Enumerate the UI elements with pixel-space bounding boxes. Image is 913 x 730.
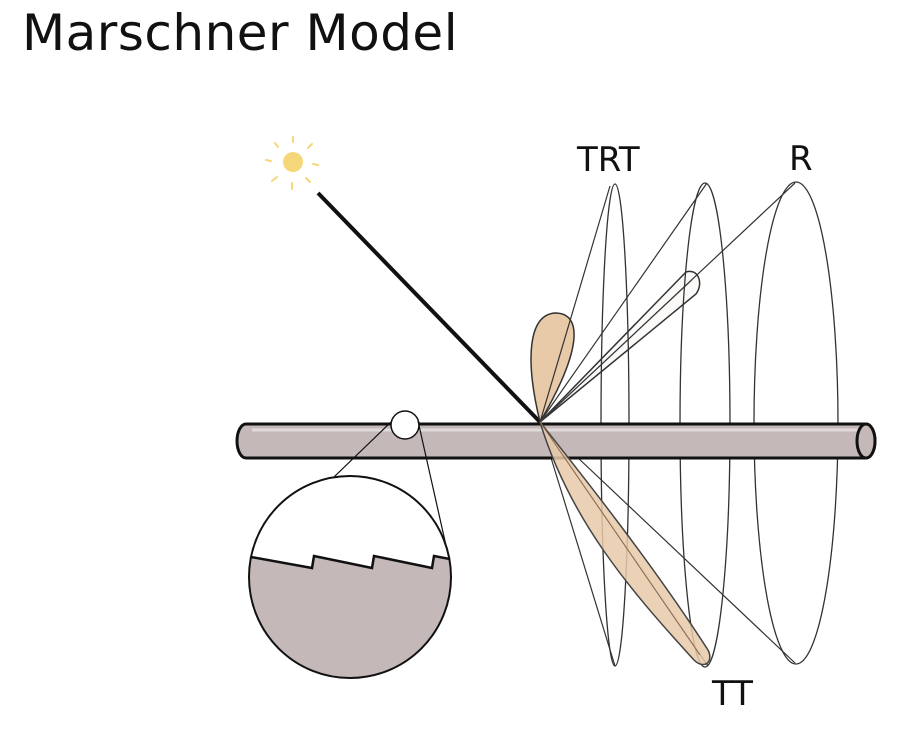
- trt-lobe: [530, 312, 575, 424]
- cuticle-magnifier: [248, 410, 452, 679]
- label-trt: TRT: [576, 140, 640, 180]
- label-tt: TT: [711, 674, 753, 714]
- slide-title: Marschner Model: [22, 4, 459, 62]
- sun-icon: [265, 136, 319, 190]
- incident-ray: [316, 191, 542, 424]
- tt-lobe: [539, 421, 711, 666]
- label-r: R: [789, 139, 813, 179]
